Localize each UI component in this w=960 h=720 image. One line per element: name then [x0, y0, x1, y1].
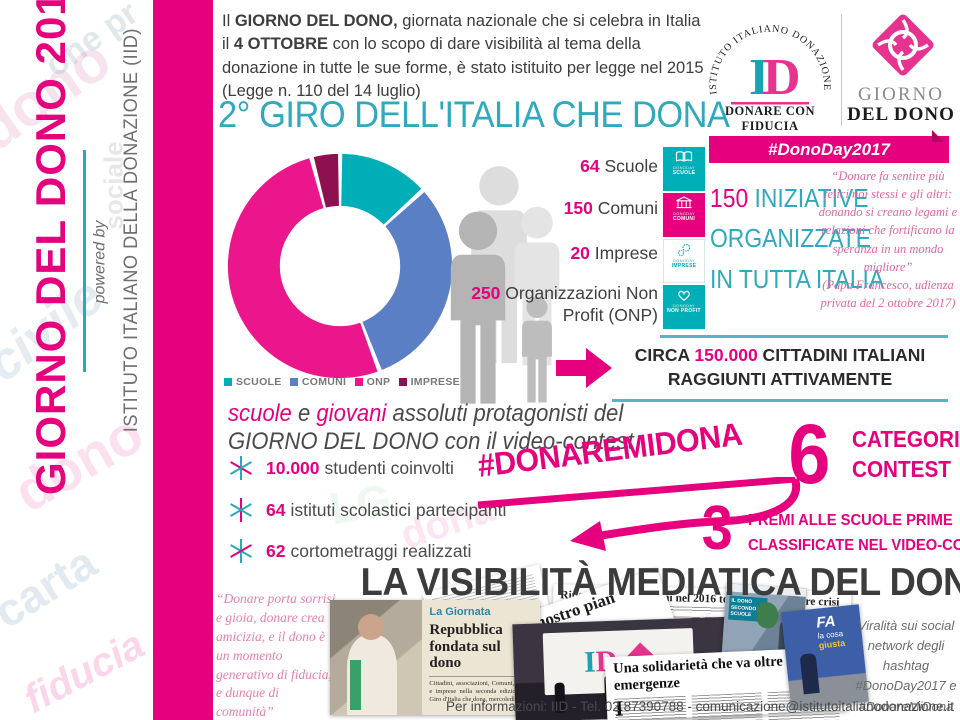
- papa-francesco-quote: “Donare fa sentire più felici noi stessi…: [818, 169, 958, 310]
- donut-chart: [222, 148, 458, 384]
- big-number-6: 6: [788, 407, 831, 501]
- donoday-ribbon: #DonoDay2017: [709, 130, 949, 163]
- premi-label: PREMI ALLE SCUOLE PRIME CLASSIFICATE NEL…: [748, 512, 960, 554]
- giorno-del-dono-diamond-icon: [872, 14, 934, 76]
- iid-monogram-d: D: [763, 49, 801, 106]
- intro-text: con lo scopo di dare visibilità al tema …: [222, 35, 704, 101]
- watermark-word: carta: [0, 535, 106, 639]
- stat-comuni: 150 Comuni: [563, 198, 658, 218]
- sidebar-divider-line: [83, 150, 86, 372]
- intro-bold-date: 4 OTTOBRE: [233, 35, 329, 54]
- gears-icon: [677, 243, 691, 257]
- clipping-kicker: La Giornata: [429, 606, 491, 618]
- arrow-right-icon: [556, 348, 612, 388]
- heart-icon: [678, 290, 690, 301]
- donut-slice-onp: [227, 153, 453, 379]
- asterisk-icon: [230, 456, 252, 480]
- legend-item-imprese: IMPRESE: [398, 376, 460, 388]
- iid-underline: [731, 102, 809, 105]
- stat-onp: 250 Organizzazioni Non Profit (ONP): [471, 283, 658, 325]
- intro-paragraph: Il GIORNO DEL DONO, giornata nazionale c…: [222, 10, 704, 104]
- town-hall-icon: [676, 196, 692, 209]
- newspaper-clipping-repubblica: La Giornata Repubblica fondata sul dono …: [330, 600, 540, 715]
- logo-divider: [841, 14, 842, 126]
- legend-swatch: [224, 378, 232, 386]
- iid-monogram-i: I: [749, 49, 769, 106]
- legend-item-onp: ONP: [354, 376, 391, 388]
- badge-non-profit: DONODAY NON PROFIT: [663, 285, 705, 329]
- footer-contact: Per informazioni: IID - Tel. 02.87390788…: [446, 699, 954, 714]
- donut-slice-comuni: [227, 153, 453, 379]
- clipping-headline: Repubblica fondata sul dono: [429, 622, 503, 671]
- separator-line: [660, 335, 948, 338]
- media-section-title: LA VISIBILITÀ MEDIATICA DEL DONO: [360, 561, 960, 604]
- legend-item-comuni: COMUNI: [289, 376, 346, 388]
- contest-stat-cortometraggi: 62 cortometraggi realizzati: [228, 538, 471, 564]
- legend-item-scuole: SCUOLE: [224, 376, 282, 388]
- hashtag-underline-arrow: [477, 477, 801, 551]
- mattarella-quote: “Donare porta sorrisi e gioia, donare cr…: [216, 591, 336, 720]
- iid-tagline: DONARE CON FIDUCIA: [724, 104, 816, 133]
- badge-scuole: DONODAY SCUOLE: [663, 147, 705, 191]
- gdd-logo-text-deldono: DEL DONO: [847, 104, 955, 125]
- badge-comuni: DONODAY COMUNI: [663, 193, 705, 237]
- asterisk-icon: [230, 539, 252, 563]
- reach-statement: CIRCA 150.000 CITTADINI ITALIANI RAGGIUN…: [634, 345, 926, 389]
- watermark-word: fiducia: [16, 622, 152, 720]
- categorie-contest-label: CATEGORIE CONTEST: [852, 426, 960, 482]
- legend-swatch: [289, 378, 298, 386]
- intro-text: giornata nazionale che si celebra in Ita…: [222, 12, 701, 54]
- protagonisti-heading: scuole e giovani assoluti protagonisti d…: [228, 400, 634, 456]
- stat-imprese: 20 Imprese: [570, 243, 658, 263]
- intro-text: Il: [222, 12, 235, 30]
- book-icon: [675, 151, 693, 162]
- iid-logo: ISTITUTO ITALIANO DONAZIONE I D: [708, 24, 831, 106]
- asterisk-icon: [230, 498, 252, 522]
- iniziative-block: 150 INIZIATIVE ORGANIZZATE IN TUTTA ITAL…: [710, 183, 885, 294]
- chart-legend: SCUOLE COMUNI ONP IMPRESE: [224, 376, 460, 388]
- big-number-3: 3: [701, 494, 733, 563]
- magenta-bar: [153, 0, 213, 720]
- intro-bold-giorno: GIORNO DEL DONO,: [234, 12, 398, 30]
- clipping-body: Cittadini, associazioni, Comuni, scuole …: [429, 675, 533, 705]
- legend-swatch: [398, 378, 407, 386]
- contest-stat-istituti: 64 istituti scolastici partecipanti: [228, 497, 506, 523]
- clipping-photo: [330, 600, 423, 715]
- sidebar-title: GIORNO DEL DONO 2017: [27, 0, 74, 495]
- organization-label: ISTITUTO ITALIANO DELLA DONAZIONE (IID): [121, 28, 142, 433]
- gdd-logo-text-giorno: GIORNO: [858, 84, 944, 105]
- contest-stat-studenti: 10.000 studenti coinvolti: [228, 455, 454, 481]
- badge-imprese: DONODAY IMPRESE: [663, 239, 705, 283]
- page-title: 2° GIRO DELL'ITALIA CHE DONA: [218, 94, 730, 135]
- legend-swatch: [354, 378, 363, 386]
- social-virality-note: Viralità sui social network degli hashta…: [855, 618, 957, 714]
- powered-by-label: powered by: [91, 220, 109, 304]
- separator-line: [612, 399, 948, 402]
- stat-scuole: 64 Scuole: [580, 156, 658, 176]
